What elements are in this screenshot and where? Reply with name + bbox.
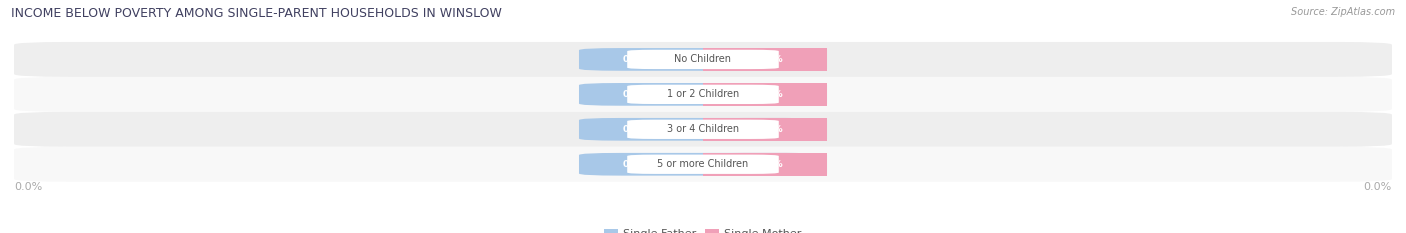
Text: 0.0%: 0.0% bbox=[623, 55, 647, 64]
Text: 0.0%: 0.0% bbox=[623, 125, 647, 134]
FancyBboxPatch shape bbox=[703, 118, 827, 141]
FancyBboxPatch shape bbox=[627, 155, 779, 174]
Bar bbox=[703, 83, 827, 106]
FancyBboxPatch shape bbox=[579, 83, 827, 106]
FancyBboxPatch shape bbox=[703, 83, 827, 106]
FancyBboxPatch shape bbox=[579, 153, 827, 176]
Text: No Children: No Children bbox=[675, 55, 731, 64]
FancyBboxPatch shape bbox=[579, 118, 827, 141]
Bar bbox=[703, 153, 827, 176]
Text: 0.0%: 0.0% bbox=[759, 160, 783, 169]
Text: 0.0%: 0.0% bbox=[759, 90, 783, 99]
Text: 5 or more Children: 5 or more Children bbox=[658, 159, 748, 169]
Text: Source: ZipAtlas.com: Source: ZipAtlas.com bbox=[1291, 7, 1395, 17]
Text: 0.0%: 0.0% bbox=[623, 90, 647, 99]
FancyBboxPatch shape bbox=[627, 50, 779, 69]
FancyBboxPatch shape bbox=[14, 147, 1392, 182]
FancyBboxPatch shape bbox=[14, 112, 1392, 147]
Legend: Single Father, Single Mother: Single Father, Single Mother bbox=[605, 229, 801, 233]
FancyBboxPatch shape bbox=[703, 48, 827, 71]
Text: 3 or 4 Children: 3 or 4 Children bbox=[666, 124, 740, 134]
Bar bbox=[703, 118, 827, 141]
FancyBboxPatch shape bbox=[579, 48, 827, 71]
FancyBboxPatch shape bbox=[14, 42, 1392, 77]
Text: 0.0%: 0.0% bbox=[759, 55, 783, 64]
FancyBboxPatch shape bbox=[627, 85, 779, 104]
FancyBboxPatch shape bbox=[14, 77, 1392, 112]
Text: 0.0%: 0.0% bbox=[759, 125, 783, 134]
Text: 0.0%: 0.0% bbox=[1364, 182, 1392, 192]
Bar bbox=[703, 48, 827, 71]
Text: 1 or 2 Children: 1 or 2 Children bbox=[666, 89, 740, 99]
Text: INCOME BELOW POVERTY AMONG SINGLE-PARENT HOUSEHOLDS IN WINSLOW: INCOME BELOW POVERTY AMONG SINGLE-PARENT… bbox=[11, 7, 502, 20]
FancyBboxPatch shape bbox=[627, 120, 779, 139]
Text: 0.0%: 0.0% bbox=[14, 182, 42, 192]
FancyBboxPatch shape bbox=[703, 153, 827, 176]
Text: 0.0%: 0.0% bbox=[623, 160, 647, 169]
